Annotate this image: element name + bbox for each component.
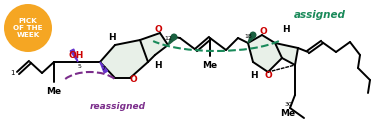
Text: 7: 7 bbox=[101, 66, 105, 70]
Text: O: O bbox=[129, 75, 137, 84]
Text: PICK
OF THE
WEEK: PICK OF THE WEEK bbox=[13, 18, 43, 38]
Polygon shape bbox=[248, 35, 282, 72]
Text: Me: Me bbox=[280, 110, 296, 119]
Text: 1: 1 bbox=[10, 70, 14, 76]
Circle shape bbox=[171, 34, 178, 40]
Text: Me: Me bbox=[46, 86, 62, 95]
Polygon shape bbox=[100, 40, 148, 78]
Polygon shape bbox=[275, 43, 298, 65]
Polygon shape bbox=[100, 62, 108, 73]
Text: H: H bbox=[108, 32, 116, 42]
Text: assigned: assigned bbox=[294, 10, 346, 20]
Polygon shape bbox=[70, 49, 78, 62]
Text: O: O bbox=[259, 28, 267, 37]
Circle shape bbox=[4, 4, 52, 52]
Text: O: O bbox=[264, 72, 272, 81]
Text: 5: 5 bbox=[78, 64, 82, 70]
Text: Me: Me bbox=[202, 61, 218, 70]
Text: 12: 12 bbox=[164, 36, 172, 40]
Polygon shape bbox=[168, 36, 176, 45]
Text: 18: 18 bbox=[244, 34, 252, 39]
Text: OH: OH bbox=[68, 51, 84, 61]
Text: H: H bbox=[250, 72, 258, 81]
Text: reassigned: reassigned bbox=[90, 102, 146, 111]
Text: 30: 30 bbox=[284, 102, 292, 107]
Text: H: H bbox=[154, 61, 162, 70]
Text: O: O bbox=[154, 26, 162, 34]
Polygon shape bbox=[248, 34, 255, 43]
Polygon shape bbox=[140, 33, 168, 62]
Text: H: H bbox=[282, 24, 290, 34]
Circle shape bbox=[250, 31, 256, 39]
